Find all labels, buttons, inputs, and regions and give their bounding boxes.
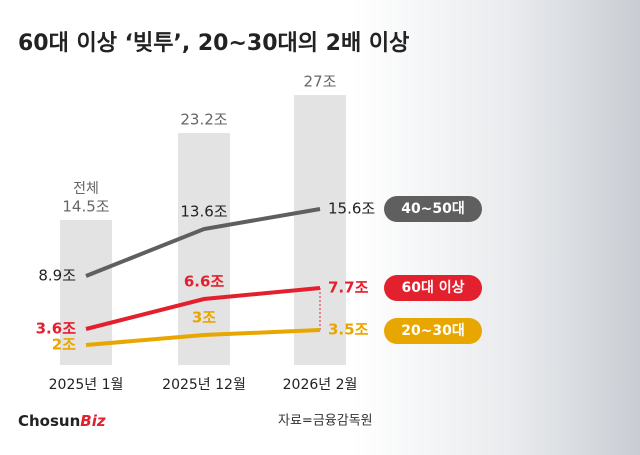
value-label: 6.6조 [184,273,225,291]
value-label: 3.6조 [36,320,77,338]
chart-title: 60대 이상 ‘빚투’, 20~30대의 2배 이상 [18,31,409,56]
line [85,207,321,278]
value-label: 3조 [192,309,216,327]
x-tick-label: 2026년 2월 [283,377,358,393]
bar [178,133,230,365]
value-label: 2조 [52,336,76,354]
line [85,286,321,331]
bar-label: 14.5조 [62,198,109,216]
bar-label: 27조 [304,73,337,91]
legend-label: 20~30대 [401,323,465,339]
value-label: 7.7조 [328,279,369,297]
bar-series-name: 전체 [73,181,99,197]
legend-pill [384,275,482,301]
legend-pill [384,196,482,222]
value-label: 13.6조 [180,203,227,221]
legend-label: 40~50대 [401,201,465,217]
x-tick-label: 2025년 12월 [162,377,246,393]
value-label: 15.6조 [328,200,375,218]
bar-label: 23.2조 [180,111,227,129]
bar [60,220,112,365]
logo-accent: Biz [80,412,106,430]
logo: ChosunBiz [18,412,106,430]
legend-pill [384,318,482,344]
x-tick-label: 2025년 1월 [49,377,124,393]
value-label: 8.9조 [38,267,76,285]
value-label: 3.5조 [328,321,369,339]
line [85,328,321,347]
source: 자료=금융감독원 [278,414,373,429]
logo-main: Chosun [18,412,80,430]
legend-label: 60대 이상 [402,279,465,296]
